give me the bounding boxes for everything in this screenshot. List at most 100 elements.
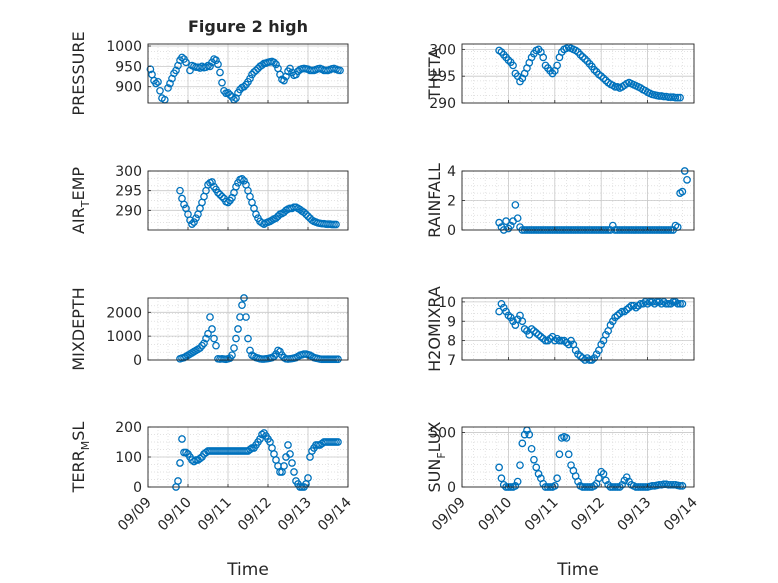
y-tick-label: 500: [429, 425, 456, 441]
data-point: [234, 325, 242, 333]
y-tick-label: 8: [447, 334, 456, 350]
data-point: [206, 313, 214, 321]
data-series: [172, 429, 342, 491]
data-point: [214, 188, 222, 197]
axes-box: [461, 297, 695, 361]
data-point: [562, 434, 571, 442]
y-tick-label: 2: [447, 194, 456, 210]
data-point: [513, 477, 522, 486]
data-point: [613, 311, 622, 320]
axes-box: [147, 170, 349, 231]
data-point: [504, 56, 513, 64]
data-point: [246, 445, 254, 454]
data-series: [495, 43, 684, 102]
y-tick-label: 100: [115, 450, 142, 466]
y-tick-label: 900: [115, 80, 142, 96]
data-point: [597, 467, 606, 476]
data-point: [555, 450, 564, 459]
data-point: [513, 214, 522, 223]
data-point: [256, 435, 264, 443]
data-point: [608, 317, 617, 326]
y-tick-label: 4: [447, 164, 456, 180]
y-tick-label: 2000: [106, 305, 142, 321]
data-point: [200, 339, 208, 348]
data-point: [240, 176, 248, 185]
data-point: [190, 457, 198, 466]
y-axis-label: PRESSURE: [69, 31, 88, 115]
data-point: [178, 435, 186, 443]
axes-box: [461, 43, 695, 104]
data-point: [218, 78, 226, 87]
data-point: [548, 332, 557, 341]
data-series: [495, 298, 687, 364]
data-point: [226, 91, 234, 99]
data-point: [604, 480, 613, 489]
data-point: [270, 58, 278, 67]
data-point: [180, 200, 188, 209]
data-point: [294, 67, 302, 76]
y-tick-label: 200: [115, 420, 142, 436]
data-point: [678, 482, 687, 490]
data-series: [176, 294, 342, 364]
data-point: [300, 208, 308, 217]
data-point: [595, 474, 603, 483]
data-point: [632, 303, 640, 312]
data-point: [592, 350, 601, 359]
data-point: [208, 178, 216, 186]
data-point: [629, 301, 638, 310]
x-tick-label: 09/14: [661, 494, 701, 534]
data-point: [506, 313, 515, 322]
x-tick-label: 09/09: [115, 495, 155, 535]
data-point: [182, 448, 190, 457]
data-point: [562, 338, 571, 347]
data-point: [678, 299, 687, 308]
data-point: [597, 340, 606, 349]
x-tick-label: 09/09: [429, 495, 469, 535]
data-point: [553, 474, 561, 483]
data-point: [224, 88, 232, 97]
data-point: [272, 214, 280, 223]
data-series: [146, 53, 344, 104]
y-axis-label: TERRMSL: [69, 422, 92, 494]
data-point: [230, 344, 238, 352]
data-point: [516, 461, 524, 470]
data-point: [506, 221, 515, 230]
data-point: [186, 66, 194, 75]
data-point: [539, 53, 548, 62]
data-point: [534, 330, 543, 339]
data-point: [192, 214, 200, 223]
data-point: [290, 468, 298, 476]
data-point: [673, 299, 682, 308]
data-point: [599, 470, 608, 478]
data-point: [509, 61, 517, 70]
data-point: [599, 74, 608, 83]
data-point: [622, 305, 631, 314]
data-point: [232, 334, 240, 343]
data-point: [304, 212, 312, 221]
data-point: [502, 307, 510, 316]
data-point: [527, 444, 536, 453]
y-axis-label: RAINFALL: [425, 163, 444, 238]
data-point: [532, 329, 541, 337]
data-point: [590, 354, 599, 362]
subplot-3: 290 295 300 AIRTEMP: [69, 164, 349, 234]
data-point: [286, 450, 294, 458]
data-point: [176, 459, 184, 467]
subplot-5: 0 1000 2000 MIXDEPTH: [69, 287, 349, 371]
data-point: [541, 336, 550, 345]
data-point: [564, 340, 573, 349]
data-point: [202, 63, 210, 72]
data-point: [499, 303, 508, 312]
data-point: [676, 482, 684, 490]
x-axis-label: Time: [556, 560, 599, 580]
x-axis-label: Time: [226, 560, 269, 580]
data-point: [608, 221, 617, 230]
data-point: [196, 454, 204, 463]
data-point: [676, 299, 684, 308]
data-point: [164, 84, 172, 92]
data-point: [622, 473, 631, 482]
data-point: [216, 68, 224, 77]
data-point: [238, 175, 246, 183]
